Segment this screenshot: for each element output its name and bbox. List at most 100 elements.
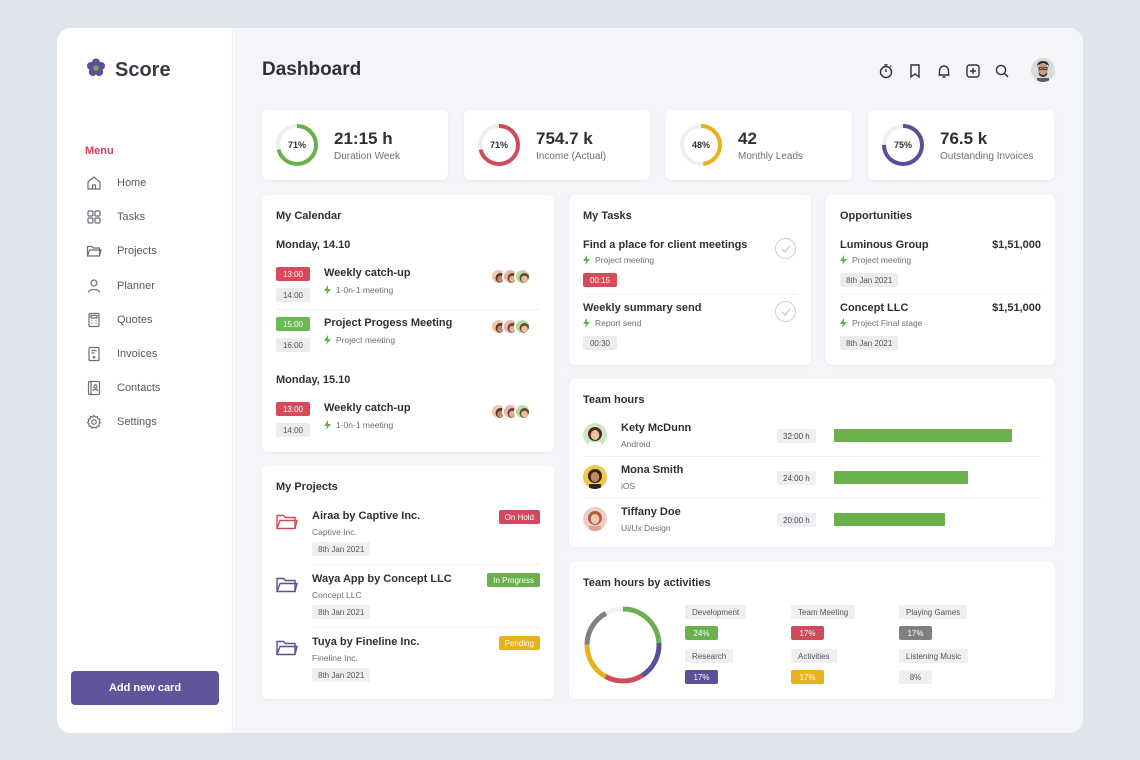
avatar: [514, 403, 531, 420]
tasks-card: My Tasks Find a place for client meeting…: [569, 195, 811, 365]
event-type: Project meeting: [336, 335, 396, 345]
gear-icon: [85, 414, 102, 431]
task-subtitle: Project meeting: [583, 255, 654, 265]
sidebar: Score Menu Home Tasks Projects Planner: [57, 28, 233, 733]
opportunity-date: 8th Jan 2021: [840, 273, 899, 287]
project-company: Captive Inc.: [312, 527, 357, 537]
app-window: Score Menu Home Tasks Projects Planner: [57, 28, 1083, 733]
header-actions: [877, 62, 1010, 79]
sidebar-item-tasks[interactable]: Tasks: [85, 200, 160, 234]
sidebar-item-label: Planner: [117, 279, 155, 292]
event-subtitle: Project meeting: [324, 335, 395, 345]
opportunity-date: 8th Jan 2021: [840, 336, 899, 350]
bell-icon[interactable]: [935, 62, 952, 79]
project-item[interactable]: Tuya by Fineline Inc. Fineline Inc. 8th …: [276, 636, 540, 694]
tasks-title: My Tasks: [583, 210, 632, 222]
stat-value: 42: [738, 128, 757, 148]
opportunity-name: Luminous Group: [840, 239, 929, 251]
user-icon: [85, 277, 102, 294]
page-title: Dashboard: [262, 59, 362, 80]
divider: [583, 498, 1041, 499]
project-date: 8th Jan 2021: [312, 668, 371, 682]
divider: [312, 564, 540, 565]
logo[interactable]: Score: [86, 58, 171, 83]
status-badge: In Progress: [487, 573, 540, 587]
sidebar-item-label: Projects: [117, 245, 157, 258]
task-time: 00:15: [583, 273, 617, 287]
event-start-time: 13:00: [276, 267, 310, 281]
attendee-avatars: [490, 268, 531, 285]
lightning-icon: [324, 285, 331, 295]
calendar-day: Monday, 15.10: [276, 374, 351, 386]
add-new-card-button[interactable]: Add new card: [71, 671, 219, 705]
activities-card: Team hours by activities Development 24%…: [569, 562, 1055, 699]
activities-title: Team hours by activities: [583, 577, 711, 589]
divider: [312, 627, 540, 628]
search-icon[interactable]: [993, 62, 1010, 79]
project-title: Airaa by Captive Inc.: [312, 510, 421, 522]
member-role: iOS: [621, 481, 636, 491]
task-check-button[interactable]: [775, 301, 796, 322]
calendar-event[interactable]: 15:00 16:00 Project Progess Meeting Proj…: [276, 317, 540, 361]
activity-label: Listening Music: [899, 649, 969, 663]
activity-percent: 17%: [685, 670, 718, 684]
activity-percent: 8%: [899, 670, 932, 684]
projects-title: My Projects: [276, 481, 338, 493]
lightning-icon: [840, 318, 847, 328]
attendee-avatars: [490, 318, 531, 335]
add-square-icon[interactable]: [964, 62, 981, 79]
divider: [583, 294, 797, 295]
progress-percent: 75%: [893, 140, 912, 150]
stat-value: 754.7 k: [536, 128, 593, 148]
activities-donut-chart: [584, 606, 662, 684]
donut-segment-research: [584, 606, 662, 684]
sidebar-item-label: Home: [117, 177, 147, 190]
calendar-event[interactable]: 13:00 14:00 Weekly catch-up 1-0n-1 meeti…: [276, 267, 540, 311]
lightning-icon: [583, 318, 590, 328]
opportunity-subtitle: Project Final stage: [840, 318, 922, 328]
project-date: 8th Jan 2021: [312, 605, 371, 619]
sidebar-item-label: Settings: [117, 416, 157, 429]
calendar-title: My Calendar: [276, 210, 342, 222]
stat-card-invoices: 75% 76.5 k Outstanding Invoices: [868, 110, 1054, 180]
stat-label: Outstanding Invoices: [940, 150, 1034, 162]
timer-icon[interactable]: [877, 62, 894, 79]
event-subtitle: 1-0n-1 meeting: [324, 285, 393, 295]
opportunities-title: Opportunities: [840, 210, 913, 222]
activity-label: Development: [685, 605, 747, 619]
project-title: Waya App by Concept LLC: [312, 573, 452, 585]
sidebar-item-home[interactable]: Home: [85, 166, 160, 200]
projects-card: My Projects Airaa by Captive Inc. Captiv…: [262, 466, 554, 699]
sidebar-item-contacts[interactable]: Contacts: [85, 371, 160, 405]
task-check-button[interactable]: [775, 238, 796, 259]
sidebar-item-planner[interactable]: Planner: [85, 269, 160, 303]
sidebar-item-quotes[interactable]: Quotes: [85, 303, 160, 337]
sidebar-item-label: Invoices: [117, 348, 158, 361]
sidebar-item-projects[interactable]: Projects: [85, 234, 160, 268]
project-title: Tuya by Fineline Inc.: [312, 636, 420, 648]
activity-percent: 17%: [899, 626, 932, 640]
home-icon: [85, 175, 102, 192]
activity-percent: 17%: [791, 626, 824, 640]
calendar-day: Monday, 14.10: [276, 239, 351, 251]
stat-card-leads: 48% 42 Monthly Leads: [666, 110, 852, 180]
calendar-event[interactable]: 13:00 14:00 Weekly catch-up 1-0n-1 meeti…: [276, 402, 540, 446]
opportunity-subtitle: Project meeting: [840, 255, 911, 265]
user-avatar[interactable]: [1031, 58, 1055, 82]
project-item[interactable]: Airaa by Captive Inc. Captive Inc. 8th J…: [276, 510, 540, 568]
progress-ring: 75%: [881, 123, 925, 167]
folder-icon: [85, 243, 102, 260]
event-end-time: 14:00: [276, 288, 310, 302]
event-end-time: 16:00: [276, 338, 310, 352]
sidebar-item-label: Contacts: [117, 382, 161, 395]
app-name: Score: [115, 59, 171, 81]
divider: [840, 294, 1041, 295]
sidebar-item-settings[interactable]: Settings: [85, 405, 160, 439]
folder-icon: [276, 514, 298, 535]
bookmark-icon[interactable]: [906, 62, 923, 79]
sidebar-item-invoices[interactable]: Invoices: [85, 337, 160, 371]
event-subtitle: 1-0n-1 meeting: [324, 420, 393, 430]
lightning-icon: [324, 335, 331, 345]
status-badge: Pending: [498, 636, 540, 650]
project-item[interactable]: Waya App by Concept LLC Concept LLC 8th …: [276, 573, 540, 631]
